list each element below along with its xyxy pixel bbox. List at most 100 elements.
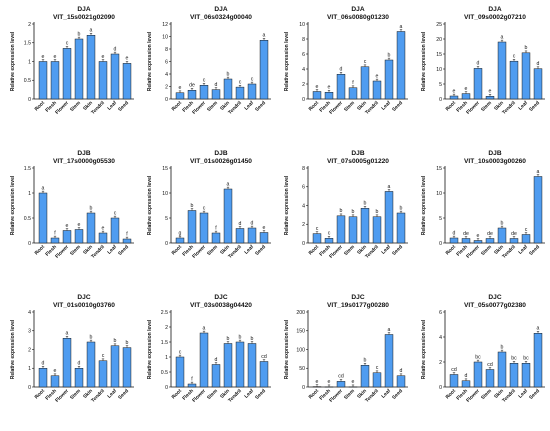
- category-label: Stem: [480, 100, 493, 113]
- panel-group-label: DJA: [488, 6, 501, 13]
- bar: [62, 48, 72, 100]
- category-label: Skin: [219, 244, 231, 256]
- category-label: Tendril: [364, 244, 380, 260]
- bar: [175, 237, 185, 244]
- significance-letter: bc: [523, 356, 529, 362]
- significance-letter: e: [66, 223, 69, 229]
- significance-letter: e: [54, 368, 57, 374]
- bar: [62, 338, 72, 388]
- significance-letter: a: [66, 331, 69, 337]
- category-label: Seed: [391, 100, 404, 113]
- bar: [122, 63, 132, 100]
- category-label: Flower: [54, 100, 70, 116]
- category-label: Leaf: [517, 100, 529, 112]
- significance-letter: e: [316, 379, 319, 385]
- y-tick-label: 0: [302, 385, 305, 391]
- panel-group-label: DJA: [77, 6, 90, 13]
- significance-letter: b: [525, 45, 528, 51]
- significance-letter: cd: [338, 374, 344, 380]
- y-tick-label: 10: [299, 22, 305, 28]
- category-label: Flower: [191, 388, 207, 404]
- significance-letter: d: [537, 61, 540, 67]
- bar: [199, 332, 209, 388]
- significance-letter: bc: [475, 354, 481, 360]
- y-tick-label: 2.5: [161, 310, 168, 316]
- category-label: Stem: [69, 388, 82, 401]
- significance-letter: c: [203, 78, 206, 84]
- bar: [74, 38, 84, 100]
- significance-letter: c: [66, 41, 69, 47]
- significance-letter: b: [126, 340, 129, 346]
- significance-letter: a: [90, 28, 93, 34]
- bar: [62, 230, 72, 244]
- significance-letter: d: [42, 361, 45, 367]
- bar: [98, 360, 108, 388]
- significance-letter: e: [179, 85, 182, 91]
- significance-letter: c: [316, 226, 319, 232]
- category-label: Tendril: [364, 100, 380, 116]
- significance-letter: b: [227, 336, 230, 342]
- significance-letter: b: [340, 208, 343, 214]
- bar: [461, 380, 471, 388]
- category-label: Flower: [191, 244, 207, 260]
- category-label: Seed: [254, 244, 267, 257]
- bar: [521, 234, 531, 244]
- significance-letter: a: [42, 185, 45, 191]
- bar: [50, 61, 60, 100]
- significance-letter: b: [400, 205, 403, 211]
- y-axis-label: Relative expression level: [10, 31, 16, 91]
- bar: [485, 96, 495, 100]
- category-label: Flower: [465, 388, 481, 404]
- category-label: Stem: [480, 244, 493, 257]
- bar: [336, 381, 346, 388]
- y-tick-label: 150: [296, 329, 305, 335]
- significance-letter: b: [90, 334, 93, 340]
- bar: [259, 232, 269, 244]
- significance-letter: de: [487, 231, 493, 237]
- bar: [74, 368, 84, 388]
- category-label: Skin: [82, 100, 94, 112]
- panel-gene-title: VIT_03s0038g04420: [190, 302, 252, 309]
- significance-letter: a: [537, 169, 540, 175]
- significance-letter: d: [215, 357, 218, 363]
- y-axis-label: Relative expression level: [284, 319, 290, 379]
- significance-letter: f: [54, 230, 56, 236]
- category-label: Flower: [465, 244, 481, 260]
- significance-letter: e: [328, 379, 331, 385]
- category-label: Flower: [328, 100, 344, 116]
- bar: [348, 216, 358, 244]
- y-tick-label: 10: [162, 191, 168, 197]
- bar: [187, 90, 197, 100]
- significance-letter: bc: [511, 356, 517, 362]
- y-tick-label: 2: [165, 84, 168, 90]
- significance-letter: f: [215, 225, 217, 231]
- panel-gene-title: VIT_15s0021g02090: [53, 14, 115, 21]
- category-label: Leaf: [106, 388, 118, 400]
- significance-letter: b: [78, 31, 81, 37]
- y-tick-label: 0: [439, 385, 442, 391]
- y-tick-label: 4: [439, 335, 442, 341]
- bar: [74, 229, 84, 244]
- y-tick-label: 1.5: [24, 166, 31, 172]
- category-label: Stem: [69, 244, 82, 257]
- significance-letter: e: [78, 222, 81, 228]
- y-axis-label: Relative expression level: [284, 175, 290, 235]
- panel-group-label: DJC: [77, 294, 90, 301]
- category-label: Stem: [206, 244, 219, 257]
- significance-letter: b: [501, 220, 504, 226]
- significance-letter: a: [227, 181, 230, 187]
- panel-gene-title: VIT_10s0003g00260: [464, 158, 526, 165]
- bar: [521, 363, 531, 388]
- category-label: Skin: [493, 244, 505, 256]
- bar: [384, 334, 394, 388]
- significance-letter: e: [477, 233, 480, 239]
- significance-letter: c: [102, 353, 105, 359]
- category-label: Leaf: [517, 244, 529, 256]
- bar: [396, 212, 406, 244]
- y-tick-label: 6: [165, 59, 168, 65]
- category-label: Stem: [343, 244, 356, 257]
